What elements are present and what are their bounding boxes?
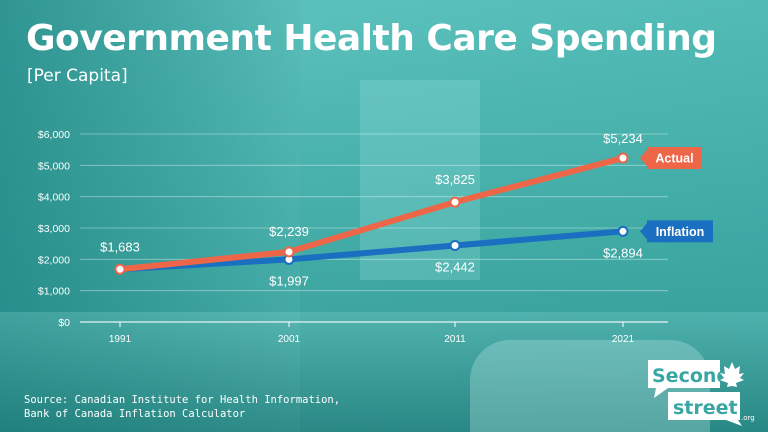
- chart-title: Government Health Care Spending: [26, 18, 717, 59]
- data-label-inflation: $1,997: [269, 273, 309, 288]
- logo-box-bottom: [668, 392, 740, 420]
- data-point-actual: [114, 263, 126, 275]
- source-line-1: Source: Canadian Institute for Health In…: [24, 394, 341, 406]
- data-label-inflation: $2,894: [603, 245, 643, 260]
- background-floor: [0, 312, 768, 432]
- data-point-inflation: [449, 239, 461, 251]
- legend-label-actual: Actual: [655, 152, 693, 166]
- legend-tag-pointer: [640, 223, 647, 240]
- second-street-logo: Second street .org: [648, 360, 755, 426]
- data-label-actual: $3,825: [435, 172, 475, 187]
- logo-tail-bottom: [726, 420, 742, 426]
- x-tick-label: 1991: [109, 334, 132, 345]
- data-label-actual: $1,683: [100, 239, 140, 254]
- legend-tag-actual: [647, 147, 702, 170]
- y-tick-label: $2,000: [38, 254, 70, 266]
- data-point-actual: [449, 196, 461, 208]
- chart-subtitle: [Per Capita]: [27, 66, 128, 86]
- background-wall: [0, 0, 300, 432]
- logo-box-top: [648, 360, 720, 388]
- data-label-actual: $5,234: [603, 131, 643, 146]
- x-tick-label: 2011: [444, 334, 466, 345]
- y-tick-label: $6,000: [38, 129, 70, 141]
- y-tick-label: $5,000: [38, 160, 70, 172]
- logo-word-second: Second: [652, 365, 730, 387]
- logo-word-street: street: [673, 397, 738, 419]
- data-point-actual: [617, 152, 629, 164]
- source-note: Source: Canadian Institute for Health In…: [24, 393, 340, 421]
- y-tick-label: $4,000: [38, 192, 70, 204]
- y-tick-label: $3,000: [38, 223, 70, 235]
- legend-tag-inflation: [647, 220, 713, 243]
- legend-label-inflation: Inflation: [656, 225, 705, 239]
- x-tick-label: 2021: [612, 334, 635, 345]
- x-tick-label: 2001: [278, 334, 301, 345]
- series-line-actual: [117, 155, 626, 273]
- series-line-inflation: [117, 228, 626, 273]
- y-tick-label: $1,000: [38, 286, 70, 298]
- data-label-inflation: $2,442: [435, 259, 475, 274]
- data-point-inflation: [617, 225, 629, 237]
- source-line-2: Bank of Canada Inflation Calculator: [24, 408, 246, 420]
- logo-suffix: .org: [741, 414, 755, 422]
- legend-tag-pointer: [640, 150, 647, 167]
- y-tick-label: $0: [58, 317, 70, 329]
- data-label-actual: $2,239: [269, 224, 309, 239]
- maple-leaf-icon: [720, 362, 744, 387]
- data-point-actual: [283, 246, 295, 258]
- logo-tail-top: [654, 388, 668, 398]
